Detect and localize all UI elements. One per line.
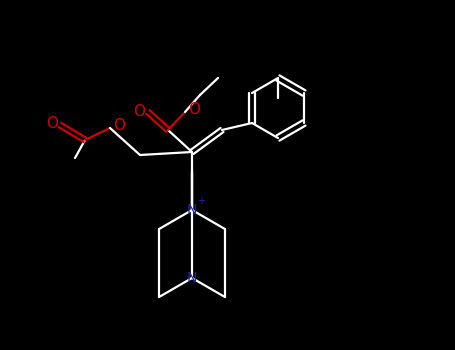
Text: N: N: [187, 203, 197, 217]
Text: O: O: [188, 103, 200, 118]
Text: N: N: [187, 271, 197, 285]
Text: O: O: [133, 104, 145, 119]
Text: O: O: [46, 117, 58, 132]
Text: O: O: [113, 119, 125, 133]
Text: +: +: [197, 196, 205, 206]
